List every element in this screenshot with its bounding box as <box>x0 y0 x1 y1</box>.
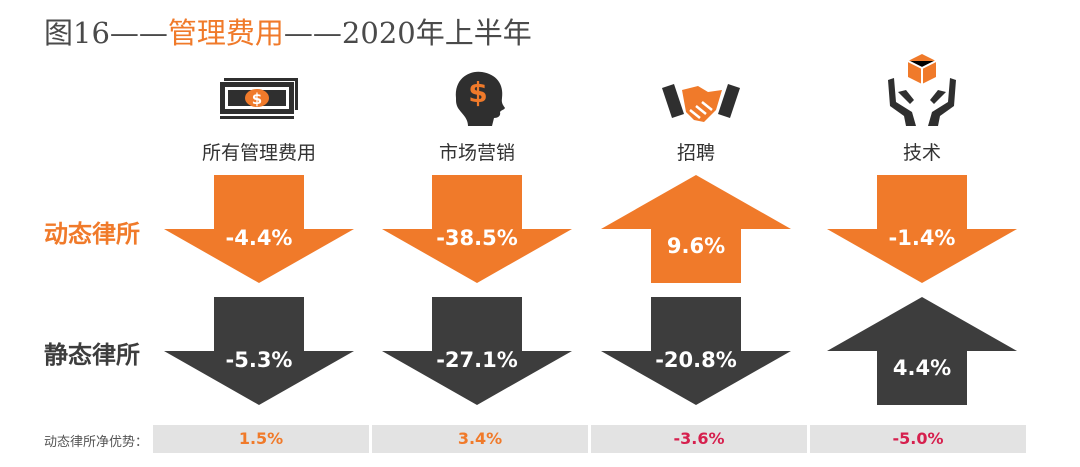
svg-text:$: $ <box>468 76 487 109</box>
title-highlight: 管理费用 <box>167 16 284 50</box>
arrow-value-1-0: -5.3% <box>226 348 293 372</box>
net-advantage-cell-0: 1.5% <box>153 425 369 453</box>
svg-text:$: $ <box>252 90 262 108</box>
arrow-value-0-0: -4.4% <box>226 226 293 250</box>
handshake-icon <box>662 84 740 122</box>
category-label-2: 招聘 <box>676 142 715 164</box>
arrow-1-0 <box>164 297 354 405</box>
arrow-1-2 <box>601 297 791 405</box>
arrow-0-1 <box>382 175 572 283</box>
arrow-value-1-1: -27.1% <box>436 348 518 372</box>
title-prefix: 图16—— <box>44 16 168 50</box>
arrow-value-1-3: 4.4% <box>893 356 951 380</box>
net-advantage-cell-2: -3.6% <box>591 425 807 453</box>
net-advantage-cell-1: 3.4% <box>372 425 588 453</box>
head-dollar-icon: $ <box>455 71 505 126</box>
arrow-chart: -4.4% -38.5% 9.6% -1.4% -5.3% -27.1% -20.8% 4.4… <box>164 175 1017 405</box>
hands-box-icon <box>888 54 956 126</box>
arrow-value-0-1: -38.5% <box>436 226 518 250</box>
row-label-dynamic: 动态律所 <box>44 220 140 248</box>
category-label-0: 所有管理费用 <box>201 142 316 164</box>
net-advantage-cell-3: -5.0% <box>810 425 1026 453</box>
title-suffix: ——2020年上半年 <box>283 16 532 50</box>
chart-title: 图16——管理费用——2020年上半年 <box>44 10 532 52</box>
category-label-1: 市场营销 <box>438 142 515 164</box>
arrow-1-1 <box>382 297 572 405</box>
row-label-static: 静态律所 <box>44 341 140 369</box>
net-advantage-label: 动态律所净优势： <box>44 435 149 450</box>
arrow-0-0 <box>164 175 354 283</box>
arrow-value-0-2: 9.6% <box>667 234 725 258</box>
money-icon: $ <box>220 78 298 119</box>
arrow-value-0-3: -1.4% <box>889 226 956 250</box>
arrow-value-1-2: -20.8% <box>655 348 737 372</box>
arrow-1-3 <box>827 297 1017 405</box>
arrow-0-2 <box>601 175 791 283</box>
category-label-3: 技术 <box>902 142 941 164</box>
arrow-0-3 <box>827 175 1017 283</box>
